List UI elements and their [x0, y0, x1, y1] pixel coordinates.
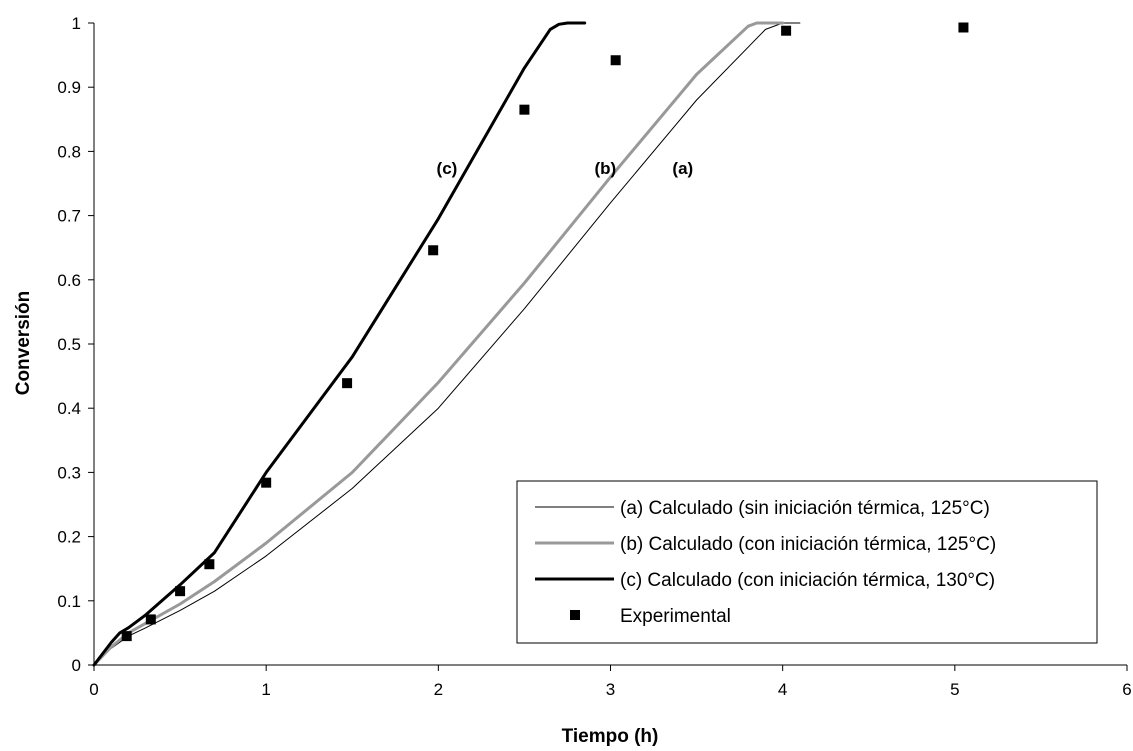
y-tick-label: 0.5 [57, 335, 81, 354]
x-tick-label: 5 [950, 680, 959, 699]
experimental-point [261, 477, 272, 488]
x-tick-label: 3 [606, 680, 615, 699]
annotations: (c) (b) (a) [437, 159, 694, 178]
y-tick-label: 0.3 [57, 463, 81, 482]
legend-box [516, 480, 1098, 644]
experimental-point [781, 25, 792, 36]
y-tick-label: 0.6 [57, 271, 81, 290]
experimental-point [958, 22, 969, 33]
experimental-point [175, 586, 186, 597]
axes: 0 1 2 3 4 5 6 0 0.1 0.2 0.3 0.4 0.5 0.6 0.7 0.8 0.9 1 [57, 14, 1131, 699]
y-tick-label: 0 [72, 656, 81, 675]
experimental-point [342, 378, 353, 389]
x-tick-label: 4 [778, 680, 787, 699]
legend-item-label: Experimental [620, 606, 731, 627]
experimental-point [610, 55, 621, 66]
y-tick-label: 1 [72, 14, 81, 33]
experimental-point [204, 559, 215, 570]
x-tick-label: 6 [1122, 680, 1131, 699]
y-tick-label: 0.8 [57, 142, 81, 161]
y-tick-label: 0.9 [57, 78, 81, 97]
curve-label: (b) [594, 159, 616, 178]
legend-item-label: (b) Calculado (con iniciación térmica, 1… [620, 534, 996, 555]
y-tick-label: 0.4 [57, 399, 81, 418]
series-line-a [93, 22, 801, 666]
legend-item-label: (c) Calculado (con iniciación térmica, 1… [620, 570, 995, 591]
x-tick-label: 0 [89, 680, 98, 699]
experimental-point [428, 245, 439, 256]
legend-swatch-marker [570, 610, 580, 620]
experimental-point [519, 104, 530, 115]
curve-label: (a) [672, 159, 693, 178]
x-tick-label: 1 [261, 680, 270, 699]
y-axis-title: Conversión [13, 291, 34, 396]
x-tick-label: 2 [434, 680, 443, 699]
legend-item-label: (a) Calculado (sin iniciación térmica, 1… [620, 498, 990, 519]
y-tick-label: 0.7 [57, 207, 81, 226]
legend: (a) Calculado (sin iniciación térmica, 1… [516, 480, 1098, 644]
series-line-c [92, 21, 587, 667]
experimental-point [121, 631, 132, 642]
y-tick-label: 0.1 [57, 592, 81, 611]
plot-markers [121, 22, 969, 642]
y-tick-label: 0.2 [57, 528, 81, 547]
series-line-b [92, 21, 785, 667]
x-axis-title: Tiempo (h) [562, 726, 659, 747]
experimental-point [145, 614, 156, 625]
curve-label: (c) [437, 159, 458, 178]
